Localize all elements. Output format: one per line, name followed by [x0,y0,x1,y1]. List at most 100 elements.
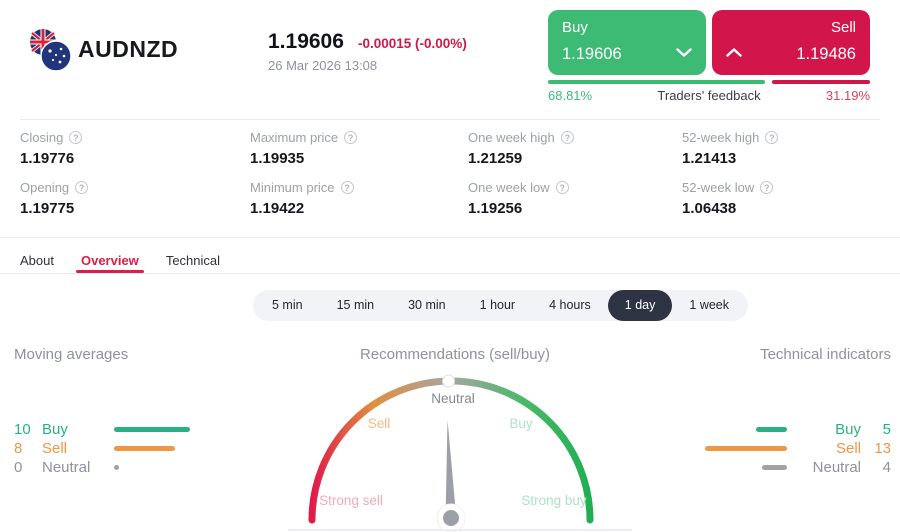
help-icon[interactable]: ? [760,181,774,194]
ma-neutral-label: Neutral [42,459,91,476]
price-datetime: 26 Mar 2026 13:08 [268,58,378,73]
interval-4hours[interactable]: 4 hours [549,298,591,312]
header-card: AUDNZD 1.19606 -0.00015 (-0.00%) 26 Mar … [0,0,900,238]
stat-maximum-price: Maximum price? 1.19935 [250,130,468,167]
help-icon[interactable]: ? [344,131,358,144]
stat-one-week-low: One week low? 1.19256 [468,180,682,217]
buy-button-label: Buy [562,19,588,36]
audnzd-flag-icon [26,27,74,73]
moving-averages-panel: 10 Buy 8 Sell 0 Neutral [14,420,190,477]
stat-value: 1.06438 [682,200,737,217]
stats-grid: Closing? 1.19776 Maximum price? 1.19935 … [20,130,880,217]
price-change: -0.00015 (-0.00%) [358,36,467,51]
stat-label: 52-week low [682,180,755,195]
ti-row-neutral: Neutral 4 [705,458,891,477]
help-icon[interactable]: ? [75,181,89,194]
ti-buy-bar [755,427,787,432]
buy-button[interactable]: Buy 1.19606 [548,10,706,75]
interval-30min[interactable]: 30 min [408,298,446,312]
gauge-label-sell: Sell [367,416,391,431]
stat-value: 1.19776 [20,150,75,167]
recommendation-gauge [308,374,594,532]
sell-button[interactable]: Sell 1.19486 [712,10,870,75]
stat-label: One week low [468,180,550,195]
ma-sell-count: 8 [14,440,23,457]
ti-row-buy: Buy 5 [705,420,891,439]
feedback-label: Traders' feedback [657,88,761,103]
stat-value: 1.19935 [250,150,305,167]
interval-5min[interactable]: 5 min [272,298,303,312]
ma-row-buy: 10 Buy [14,420,190,439]
sell-price: 1.19486 [796,45,856,63]
gauge-label-strong-buy: Strong buy [521,493,587,508]
ti-sell-bar [705,446,787,451]
stat-value: 1.21413 [682,150,737,167]
traders-feedback-bar [548,80,870,84]
ti-buy-label: Buy [835,421,861,438]
help-icon[interactable]: ? [555,181,569,194]
stat-minimum-price: Minimum price? 1.19422 [250,180,468,217]
feedback-sell-percent: 31.19% [825,88,870,103]
stat-value: 1.19775 [20,200,75,217]
gauge-needle [445,420,457,521]
gauge-position-dot [442,374,456,388]
stat-label: Opening [20,180,70,195]
chevron-up-icon[interactable] [726,45,742,60]
timeframe-selector: 5 min 15 min 30 min 1 hour 4 hours 1 day… [253,290,748,321]
ti-sell-label: Sell [835,440,861,457]
ma-buy-bar [114,427,190,432]
help-icon[interactable]: ? [765,131,779,144]
gauge-needle-group [445,420,457,521]
help-icon[interactable]: ? [69,131,83,144]
ma-neutral-count: 0 [14,459,23,476]
interval-15min[interactable]: 15 min [336,298,375,312]
chevron-down-icon[interactable] [676,45,692,60]
stat-label: One week high [468,130,555,145]
help-icon[interactable]: ? [560,131,574,144]
feedback-bar-buy [548,80,765,84]
gauge-label-strong-sell: Strong sell [319,493,383,508]
ti-row-sell: Sell 13 [705,439,891,458]
stat-52-week-high: 52-week high? 1.21413 [682,130,880,167]
ti-buy-count: 5 [882,421,891,438]
ti-neutral-count: 4 [882,459,891,476]
ma-sell-label: Sell [42,440,68,457]
stat-label: Minimum price [250,180,335,195]
ma-buy-label: Buy [42,421,68,438]
stat-label: Maximum price [250,130,339,145]
gauge-dot-group [442,374,456,388]
ti-neutral-label: Neutral [812,459,861,476]
tab-technical[interactable]: Technical [165,253,221,268]
stat-opening: Opening? 1.19775 [20,180,250,217]
stat-closing: Closing? 1.19776 [20,130,250,167]
technical-indicators-title: Technical indicators [760,346,891,363]
recommendations-title: Recommendations (sell/buy) [359,346,551,363]
ma-row-neutral: 0 Neutral [14,458,190,477]
feedback-buy-percent: 68.81% [548,88,593,103]
interval-1week[interactable]: 1 week [689,298,729,312]
stat-label: 52-week high [682,130,760,145]
stat-label: Closing [20,130,64,145]
buy-price: 1.19606 [562,45,622,63]
ma-row-sell: 8 Sell [14,439,190,458]
tab-overview[interactable]: Overview [75,246,144,273]
gauge-baseline [288,529,632,531]
section-tabs: About Overview Technical [0,246,900,274]
ma-neutral-bar [114,465,119,470]
feedback-bar-sell [771,80,870,84]
ma-buy-count: 10 [14,421,31,438]
interval-1day[interactable]: 1 day [607,290,673,321]
tab-about[interactable]: About [20,253,54,268]
gauge-label-buy: Buy [509,416,533,431]
sell-button-label: Sell [830,19,856,36]
interval-1hour[interactable]: 1 hour [479,298,516,312]
stat-value: 1.19422 [250,200,305,217]
stat-value: 1.19256 [468,200,523,217]
ma-sell-bar [114,446,175,451]
help-icon[interactable]: ? [340,181,354,194]
moving-averages-title: Moving averages [14,346,129,363]
gauge-label-neutral: Neutral [431,391,475,406]
ti-neutral-bar [761,465,787,470]
technical-indicators-panel: Buy 5 Sell 13 Neutral 4 [705,420,891,477]
